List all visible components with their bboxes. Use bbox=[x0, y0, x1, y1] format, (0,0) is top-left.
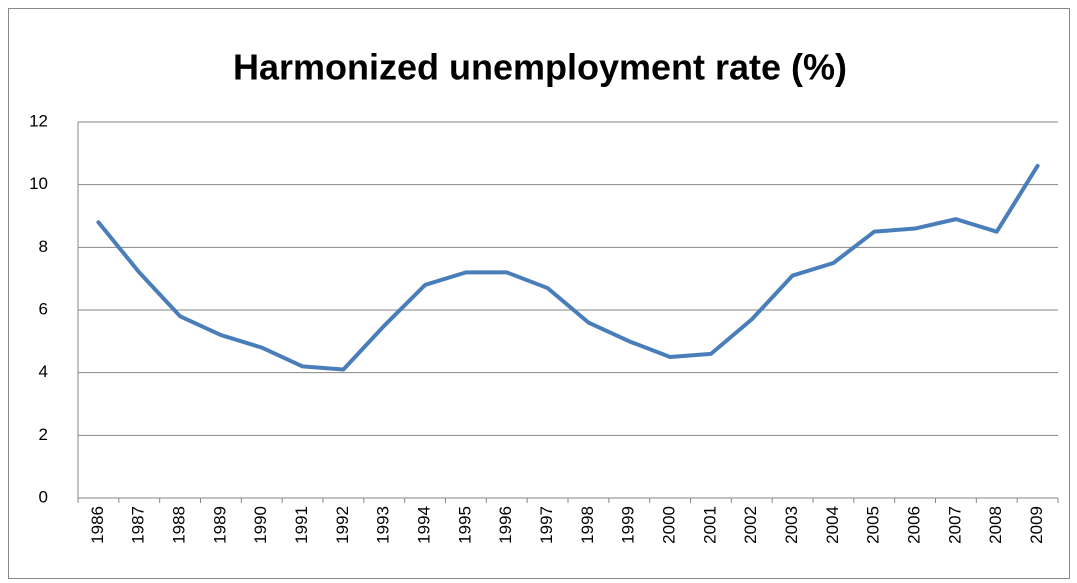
x-tick-label: 2003 bbox=[782, 506, 801, 544]
y-tick-label: 4 bbox=[39, 362, 48, 381]
x-tick-label: 1996 bbox=[496, 506, 515, 544]
y-tick-label: 10 bbox=[29, 174, 48, 193]
x-tick-label: 1993 bbox=[374, 506, 393, 544]
x-tick-label: 1990 bbox=[251, 506, 270, 544]
x-tick-label: 2005 bbox=[864, 506, 883, 544]
y-tick-label: 2 bbox=[39, 425, 48, 444]
x-tick-label: 1994 bbox=[415, 506, 434, 544]
x-tick-label: 1997 bbox=[537, 506, 556, 544]
x-tick-label: 2009 bbox=[1027, 506, 1046, 544]
line-series bbox=[96, 163, 1040, 372]
x-tick-label: 2007 bbox=[945, 506, 964, 544]
x-tick-label: 1987 bbox=[129, 506, 148, 544]
y-tick-label: 0 bbox=[39, 487, 48, 506]
x-tick-label: 1989 bbox=[210, 506, 229, 544]
x-tick-label: 1992 bbox=[333, 506, 352, 544]
chart-title: Harmonized unemployment rate (%) bbox=[233, 47, 847, 88]
x-tick-label: 1986 bbox=[88, 506, 107, 544]
chart-border bbox=[8, 8, 1070, 579]
x-tick-label: 2008 bbox=[986, 506, 1005, 544]
x-tick-label: 1999 bbox=[619, 506, 638, 544]
x-tick-label: 1995 bbox=[455, 506, 474, 544]
x-tick-label: 2001 bbox=[700, 506, 719, 544]
x-tick-label: 2002 bbox=[741, 506, 760, 544]
y-tick-label: 6 bbox=[39, 299, 48, 318]
x-tick-label: 2000 bbox=[660, 506, 679, 544]
y-tick-label: 8 bbox=[39, 237, 48, 256]
x-tick-label: 2006 bbox=[905, 506, 924, 544]
y-tick-label: 12 bbox=[29, 111, 48, 130]
x-tick-label: 2004 bbox=[823, 506, 842, 544]
x-tick-label: 1991 bbox=[292, 506, 311, 544]
x-tick-label: 1998 bbox=[578, 506, 597, 544]
x-tick-label: 1988 bbox=[170, 506, 189, 544]
